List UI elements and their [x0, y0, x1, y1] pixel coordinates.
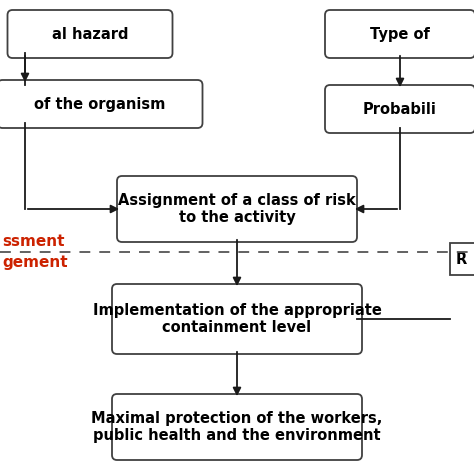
Text: gement: gement [2, 255, 68, 270]
FancyBboxPatch shape [325, 10, 474, 58]
FancyBboxPatch shape [117, 176, 357, 242]
Text: Maximal protection of the workers,
public health and the environment: Maximal protection of the workers, publi… [91, 411, 383, 443]
Text: Probabili: Probabili [363, 101, 437, 117]
Text: R: R [456, 252, 467, 266]
FancyBboxPatch shape [112, 394, 362, 460]
Text: ssment: ssment [2, 234, 64, 248]
FancyBboxPatch shape [112, 284, 362, 354]
Text: of the organism: of the organism [34, 97, 166, 111]
Text: Assignment of a class of risk
to the activity: Assignment of a class of risk to the act… [118, 193, 356, 225]
FancyBboxPatch shape [8, 10, 173, 58]
FancyBboxPatch shape [0, 80, 202, 128]
FancyBboxPatch shape [450, 243, 474, 275]
Text: Type of: Type of [370, 27, 430, 42]
FancyBboxPatch shape [325, 85, 474, 133]
Text: Implementation of the appropriate
containment level: Implementation of the appropriate contai… [92, 303, 382, 335]
Text: al hazard: al hazard [52, 27, 128, 42]
